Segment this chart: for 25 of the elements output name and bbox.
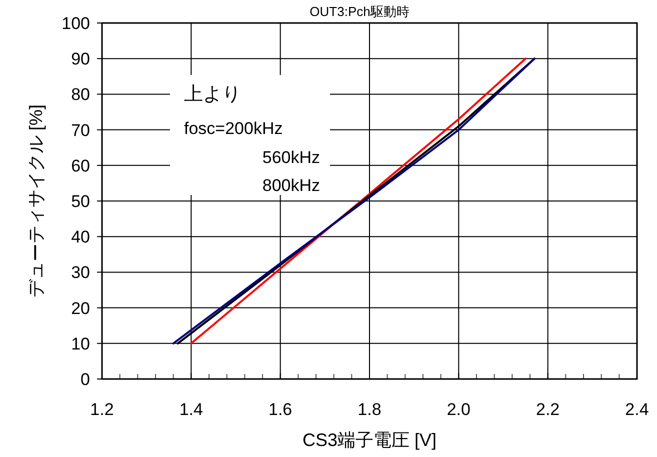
x-tick-label: 2.2 [536, 400, 560, 419]
annotation: 560kHz [262, 148, 320, 167]
y-tick-label: 70 [71, 120, 90, 140]
y-tick-label: 40 [71, 228, 90, 247]
y-axis-title: デューティサイクル [%] [26, 104, 46, 298]
y-tick-label: 0 [80, 370, 90, 389]
y-tick-label: 20 [71, 298, 90, 318]
y-tick-label: 90 [71, 50, 90, 69]
x-tick-label: 1.6 [268, 400, 292, 419]
annotation: 800kHz [262, 176, 320, 195]
y-tick-label: 60 [71, 156, 90, 176]
annotation: 上より [184, 84, 241, 105]
x-tick-label: 2.4 [625, 400, 649, 419]
x-axis-title: CS3端子電圧 [V] [302, 430, 437, 450]
x-tick-label: 1.2 [90, 400, 114, 419]
annotation: fosc=200kHz [184, 119, 283, 138]
y-tick-label: 10 [71, 334, 90, 354]
x-tick-label: 2.0 [446, 400, 470, 419]
y-tick-label: 80 [71, 85, 90, 104]
chart-title: OUT3:Pch駆動時 [310, 4, 410, 19]
y-tick-label: 30 [71, 263, 90, 282]
y-tick-label: 50 [71, 192, 90, 211]
y-tick-label: 100 [62, 14, 90, 33]
x-tick-label: 1.8 [358, 400, 382, 419]
x-tick-label: 1.4 [179, 400, 203, 419]
